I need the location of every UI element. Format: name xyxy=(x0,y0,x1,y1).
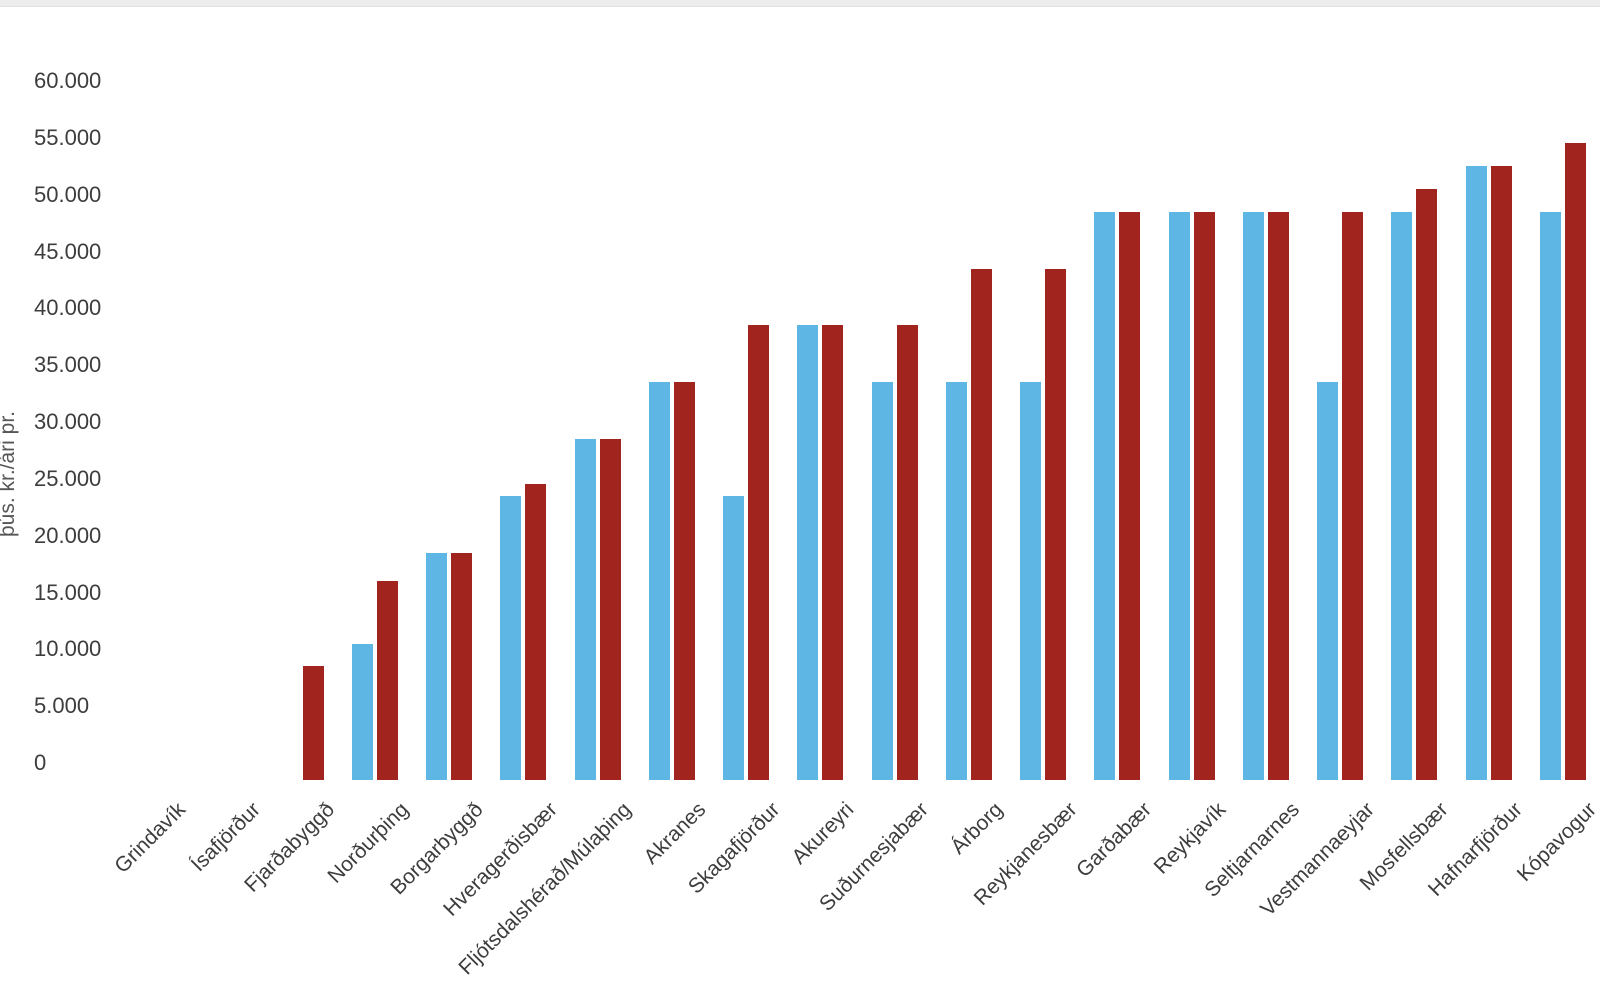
bar-red-series[interactable] xyxy=(1564,143,1586,780)
bar-blue-series[interactable] xyxy=(1242,211,1264,780)
x-axis-category-label: Akranes xyxy=(639,798,711,869)
x-axis-category-label: Ísafjörður xyxy=(186,798,265,877)
y-axis-title: þús. kr./ári pr. xyxy=(0,410,19,538)
x-axis-category-label: Garðabær xyxy=(1071,798,1156,882)
bar-red-series[interactable] xyxy=(1416,188,1438,780)
bar-blue-series[interactable] xyxy=(648,382,670,780)
bar-blue-series[interactable] xyxy=(797,325,819,780)
bar-red-series[interactable] xyxy=(748,325,770,780)
y-tick-label: 25.000 xyxy=(34,465,102,491)
y-tick-label: 45.000 xyxy=(34,238,102,264)
y-tick-label: 40.000 xyxy=(34,295,102,321)
bar-red-series[interactable] xyxy=(1119,211,1141,780)
x-axis-category-label: Árborg xyxy=(946,798,1008,859)
bar-blue-series[interactable] xyxy=(1317,382,1339,780)
bar-blue-series[interactable] xyxy=(1465,166,1487,780)
bar-red-series[interactable] xyxy=(1045,268,1067,780)
plot-area xyxy=(115,98,1600,780)
bar-red-series[interactable] xyxy=(1193,211,1215,780)
bar-red-series[interactable] xyxy=(525,484,547,780)
bar-red-series[interactable] xyxy=(1490,166,1512,780)
y-tick-label: 55.000 xyxy=(34,124,102,150)
y-tick-label: 15.000 xyxy=(34,579,102,605)
y-tick-label: 20.000 xyxy=(34,522,102,548)
bar-red-series[interactable] xyxy=(302,666,324,780)
bar-blue-series[interactable] xyxy=(1094,211,1116,780)
bar-red-series[interactable] xyxy=(673,382,695,780)
bar-blue-series[interactable] xyxy=(871,382,893,780)
bar-red-series[interactable] xyxy=(970,268,992,780)
bar-red-series[interactable] xyxy=(376,581,398,780)
bar-red-series[interactable] xyxy=(451,552,473,780)
top-edge-strip xyxy=(0,0,1600,7)
x-axis-category-label: Grindavík xyxy=(110,798,191,878)
bar-red-series[interactable] xyxy=(599,439,621,780)
bar-blue-series[interactable] xyxy=(1020,382,1042,780)
bar-blue-series[interactable] xyxy=(500,495,522,780)
bar-blue-series[interactable] xyxy=(1168,211,1190,780)
y-tick-label: 10.000 xyxy=(34,636,102,662)
x-axis-category-label: Akureyri xyxy=(787,798,859,869)
x-axis-category-label: Kópavogur xyxy=(1513,798,1600,887)
bar-blue-series[interactable] xyxy=(351,643,373,780)
bar-blue-series[interactable] xyxy=(426,552,448,780)
y-tick-label: 5.000 xyxy=(34,693,90,719)
y-tick-label: 35.000 xyxy=(34,352,102,378)
bar-blue-series[interactable] xyxy=(723,495,745,780)
y-tick-label: 50.000 xyxy=(34,181,102,207)
bar-red-series[interactable] xyxy=(1342,211,1364,780)
bar-red-series[interactable] xyxy=(822,325,844,780)
bar-red-series[interactable] xyxy=(896,325,918,780)
bar-blue-series[interactable] xyxy=(945,382,967,780)
bar-blue-series[interactable] xyxy=(1539,211,1561,780)
bar-blue-series[interactable] xyxy=(574,439,596,780)
bar-red-series[interactable] xyxy=(1267,211,1289,780)
y-tick-label: 60.000 xyxy=(34,68,102,93)
y-tick-label: 30.000 xyxy=(34,409,102,434)
y-tick-label: 0 xyxy=(34,750,47,775)
bar-blue-series[interactable] xyxy=(1391,211,1413,780)
